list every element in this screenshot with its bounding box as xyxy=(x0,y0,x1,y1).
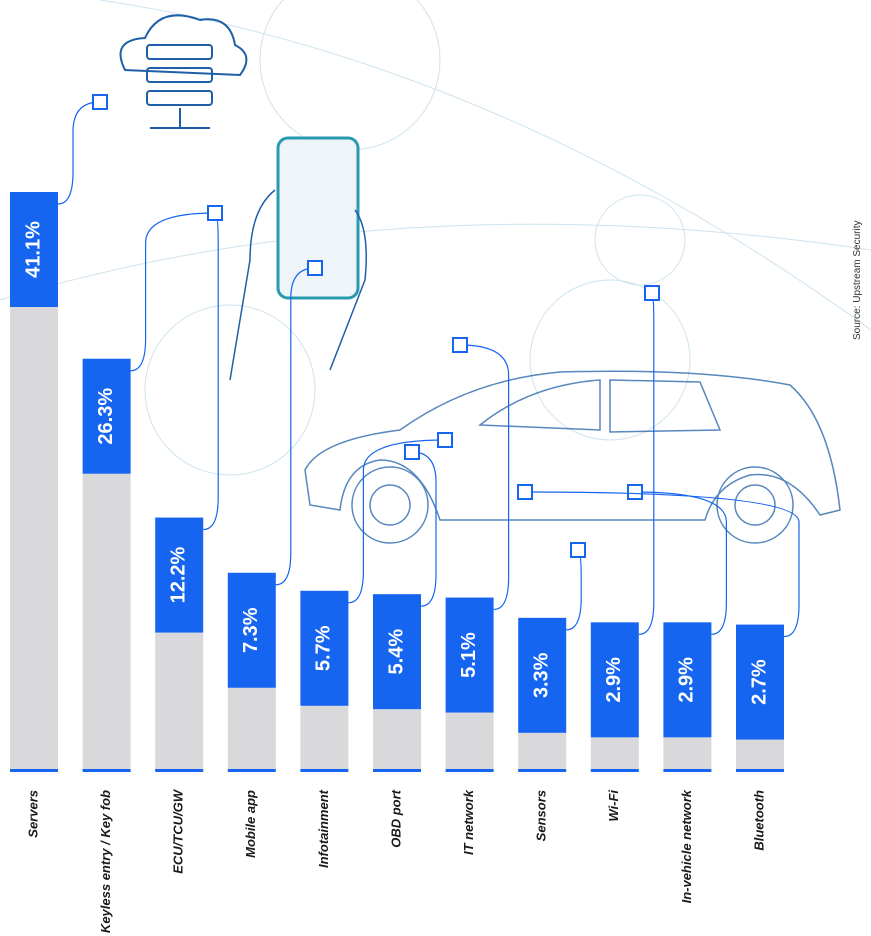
baseline xyxy=(590,769,639,772)
connector-node xyxy=(452,337,468,353)
bar xyxy=(82,473,131,770)
bar xyxy=(663,737,712,770)
label-box xyxy=(82,358,131,474)
value-label: 41.1% xyxy=(22,221,44,278)
phone-illustration xyxy=(229,136,367,381)
bar xyxy=(518,732,567,770)
x-tick-label: In-vehicle network xyxy=(679,789,694,903)
x-tick-label: Servers xyxy=(25,790,40,838)
background-art xyxy=(0,0,871,476)
connector-node xyxy=(517,484,533,500)
value-label: 2.9% xyxy=(676,657,698,703)
value-label: 3.3% xyxy=(530,652,552,698)
x-tick-label: ECU/TCU/GW xyxy=(171,788,186,874)
label-box xyxy=(445,597,494,713)
connector xyxy=(275,267,316,586)
label-box xyxy=(155,517,204,633)
connector-node xyxy=(570,542,586,558)
connector xyxy=(459,344,510,611)
connector xyxy=(566,549,582,631)
label-box xyxy=(10,192,58,307)
connector-node xyxy=(644,285,660,301)
connector-node xyxy=(207,205,223,221)
connector xyxy=(634,491,727,635)
connector-node xyxy=(404,444,420,460)
bar xyxy=(227,687,276,770)
label-box xyxy=(227,572,276,688)
x-tick-label: Mobile app xyxy=(243,790,258,858)
connector xyxy=(348,439,446,604)
baseline xyxy=(300,769,349,772)
label-box xyxy=(373,594,421,710)
value-label: 5.1% xyxy=(458,632,480,678)
x-tick-label: Keyless entry / Key fob xyxy=(98,790,113,933)
connector xyxy=(57,101,101,205)
x-tick-label: IT network xyxy=(461,789,476,855)
cloud-icon xyxy=(119,14,248,129)
value-label: 5.7% xyxy=(313,625,335,671)
connector-node xyxy=(627,484,643,500)
label-box xyxy=(300,590,349,706)
value-label: 26.3% xyxy=(95,388,117,445)
x-tick-label: Wi-Fi xyxy=(606,790,621,822)
bar xyxy=(10,307,58,770)
bar xyxy=(590,737,639,770)
value-label: 2.9% xyxy=(603,657,625,703)
bar xyxy=(300,705,349,770)
bar xyxy=(155,632,204,770)
x-tick-label: Sensors xyxy=(534,790,549,841)
value-label: 7.3% xyxy=(240,607,262,653)
value-label: 5.4% xyxy=(385,629,407,675)
label-box xyxy=(663,622,712,738)
bar xyxy=(373,709,421,770)
x-tick-label: OBD port xyxy=(388,789,403,847)
connector xyxy=(130,212,216,372)
bar xyxy=(445,712,494,770)
label-box xyxy=(518,617,567,733)
car-illustration xyxy=(304,370,841,544)
connector-node xyxy=(437,432,453,448)
baseline xyxy=(373,769,421,772)
baseline xyxy=(663,769,712,772)
baseline xyxy=(445,769,494,772)
connector-node xyxy=(92,94,108,110)
baseline xyxy=(155,769,204,772)
value-label: 2.7% xyxy=(748,659,770,705)
x-tick-label: Infotainment xyxy=(316,789,331,868)
connector xyxy=(638,292,655,635)
source: Source: Upstream Security xyxy=(852,221,863,341)
label-box xyxy=(590,622,639,738)
baseline xyxy=(736,769,784,772)
connector xyxy=(411,451,437,607)
connector-node xyxy=(307,260,323,276)
label-box xyxy=(736,624,784,740)
baseline xyxy=(227,769,276,772)
value-label: 12.2% xyxy=(167,546,189,603)
baseline xyxy=(10,769,58,772)
x-tick-label: Bluetooth xyxy=(751,790,766,851)
baseline xyxy=(82,769,131,772)
connector xyxy=(524,491,800,638)
connector xyxy=(203,212,219,531)
bar xyxy=(736,739,784,770)
baseline xyxy=(518,769,567,772)
